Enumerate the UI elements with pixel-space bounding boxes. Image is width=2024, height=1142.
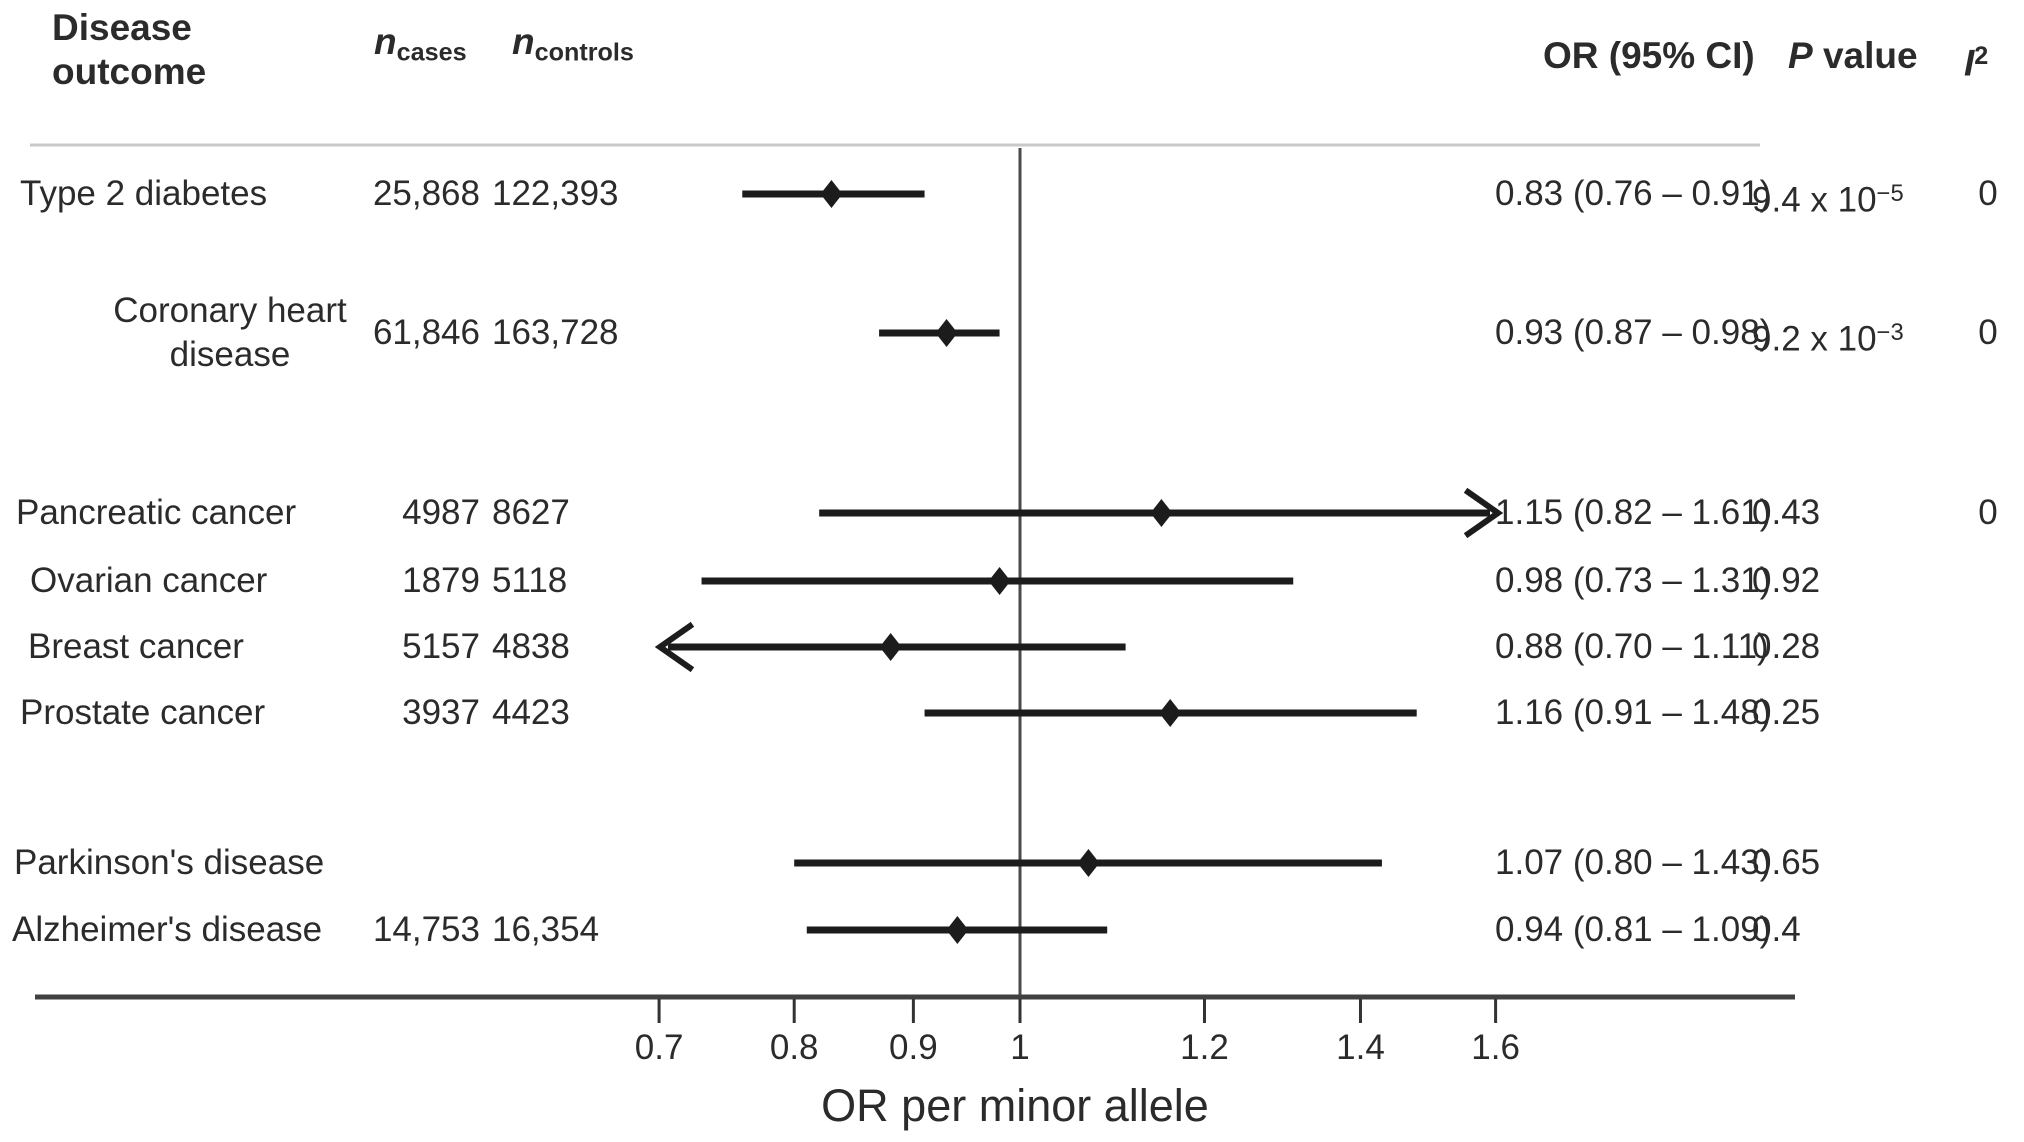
row-n-controls: 163,728: [492, 313, 619, 352]
x-tick-label: 1.6: [1471, 1028, 1520, 1067]
p-value-symbol: P: [1788, 35, 1813, 76]
p-value-word: value: [1812, 35, 1918, 76]
x-tick-label: 1: [1010, 1028, 1030, 1067]
x-tick-label: 0.7: [634, 1028, 684, 1067]
row-i-squared: 0: [1978, 493, 1998, 532]
row-i-squared: 0: [1978, 174, 1998, 213]
row-or-ci: 1.15 (0.82 – 1.61): [1495, 493, 1772, 532]
row-n-cases: 5157: [402, 627, 480, 666]
row-n-cases: 4987: [402, 493, 480, 532]
row-n-cases: 1879: [402, 561, 480, 600]
disease-header-line1: Disease: [52, 7, 192, 48]
or-point-marker: [1077, 849, 1100, 877]
row-label: Ovarian cancer: [30, 561, 268, 600]
row-p-value: 0.4: [1752, 910, 1801, 949]
or-point-marker: [1159, 699, 1182, 727]
or-point-marker: [820, 180, 843, 208]
n-controls-symbol: n: [512, 21, 535, 62]
row-or-ci: 0.94 (0.81 – 1.09): [1495, 910, 1772, 949]
column-header-or-ci: OR (95% CI): [1543, 35, 1755, 76]
column-header-p-value: P value: [1788, 34, 1918, 78]
row-n-controls: 8627: [492, 493, 570, 532]
row-label: Coronary heart disease: [113, 291, 347, 374]
x-tick-label: 1.2: [1180, 1028, 1229, 1067]
row-p-value: 0.28: [1752, 627, 1821, 666]
i-squared-symbol: I: [1964, 42, 1975, 84]
row-or-ci: 0.98 (0.73 – 1.31): [1495, 561, 1772, 600]
ci-arrow-left: [654, 621, 695, 673]
or-point-marker: [879, 633, 902, 661]
or-point-marker: [935, 319, 958, 347]
row-p-value: 0.43: [1752, 493, 1821, 532]
row-n-cases: 14,753: [372, 910, 480, 949]
row-or-ci: 0.93 (0.87 – 0.98): [1495, 313, 1772, 352]
row-n-cases: 61,846: [372, 313, 480, 352]
row-n-controls: 4838: [492, 627, 570, 666]
column-header-i-squared: I2: [1964, 34, 1988, 85]
x-tick-label: 1.4: [1336, 1028, 1385, 1067]
i-squared-exponent: 2: [1974, 42, 1989, 70]
n-controls-subscript: controls: [534, 38, 634, 67]
row-label: Parkinson's disease: [14, 843, 325, 882]
column-header-disease-outcome: Disease outcome: [52, 6, 206, 94]
or-point-marker: [1150, 499, 1173, 527]
row-or-ci: 0.88 (0.70 – 1.11): [1495, 627, 1769, 666]
row-n-cases: 25,868: [372, 174, 480, 213]
disease-header-line2: outcome: [52, 51, 207, 92]
column-header-n-controls: ncontrols: [512, 20, 634, 74]
row-n-controls: 4423: [492, 693, 570, 732]
row-label: Alzheimer's disease: [12, 910, 323, 949]
row-p-value: 0.25: [1752, 693, 1821, 732]
row-p-value: 9.4 x 10−5: [1752, 180, 1904, 220]
row-label: Prostate cancer: [20, 693, 266, 732]
column-header-n-cases: ncases: [374, 20, 467, 74]
row-i-squared: 0: [1978, 313, 1998, 352]
or-point-marker: [946, 916, 969, 944]
row-or-ci: 1.16 (0.91 – 1.48): [1495, 693, 1772, 732]
row-or-ci: 1.07 (0.80 – 1.43): [1495, 843, 1772, 882]
or-point-marker: [988, 567, 1011, 595]
row-or-ci: 0.83 (0.76 – 0.91): [1495, 174, 1772, 213]
row-p-value: 0.65: [1752, 843, 1821, 882]
row-p-value: 9.2 x 10−3: [1752, 319, 1904, 359]
row-n-controls: 5118: [492, 561, 568, 600]
n-cases-symbol: n: [374, 21, 397, 62]
row-n-controls: 122,393: [492, 174, 619, 213]
x-tick-label: 0.9: [889, 1028, 938, 1067]
row-n-cases: 3937: [402, 693, 480, 732]
x-axis-title: OR per minor allele: [821, 1080, 1209, 1131]
ci-arrow-right: [1463, 487, 1504, 539]
row-p-value: 0.92: [1752, 561, 1821, 600]
row-label: Type 2 diabetes: [20, 174, 268, 213]
row-n-controls: 16,354: [492, 910, 600, 949]
row-label: Breast cancer: [28, 627, 244, 666]
n-cases-subscript: cases: [396, 38, 467, 67]
row-label: Pancreatic cancer: [16, 493, 297, 532]
x-tick-label: 0.8: [769, 1028, 819, 1067]
